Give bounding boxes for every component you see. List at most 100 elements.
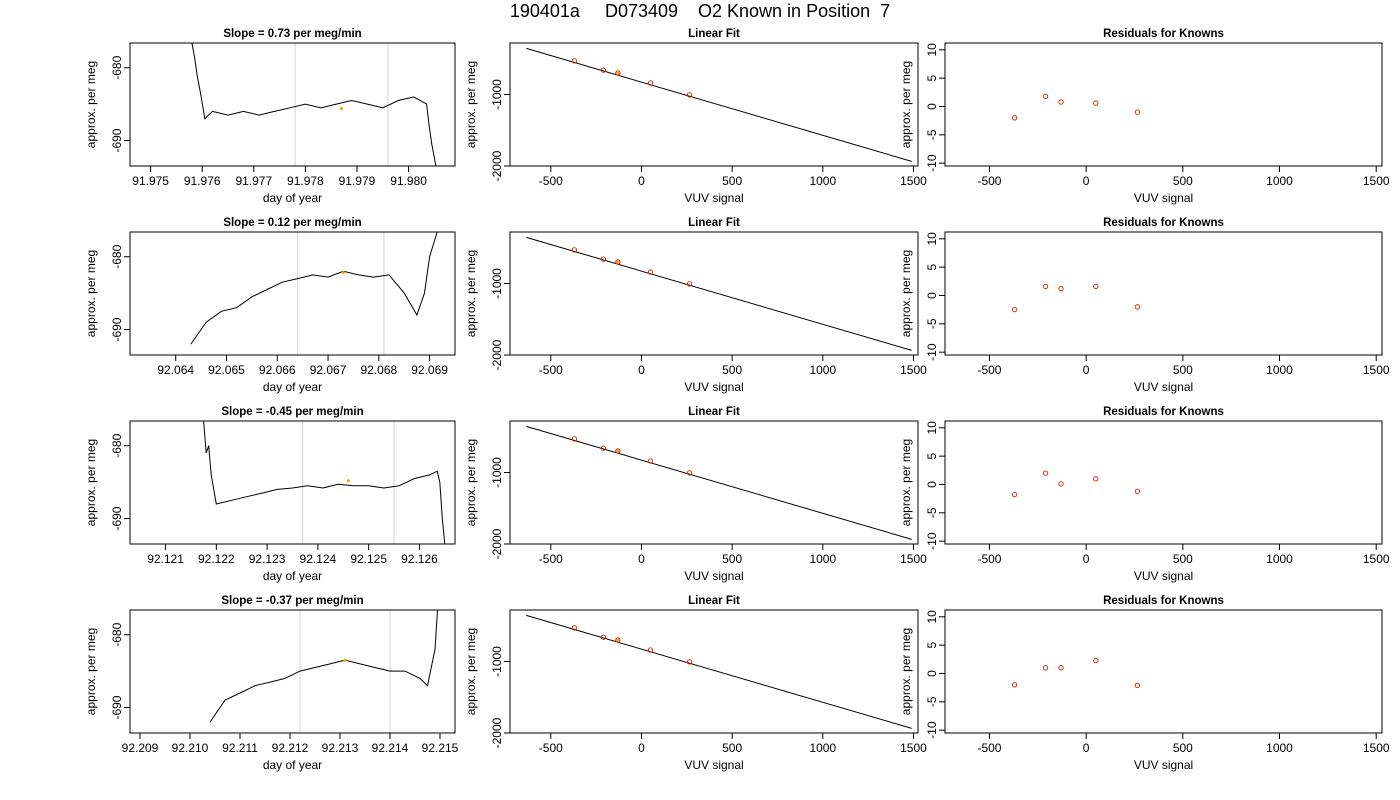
x-tick-label: 0 <box>1083 174 1090 188</box>
y-tick-label: 5 <box>925 263 939 270</box>
chart-panel-10: Residuals for Knowns -500 0 500 1000 1500 -10 -… <box>899 217 1390 394</box>
y-tick-label: -690 <box>110 317 124 341</box>
data-point <box>1043 666 1047 670</box>
plot-frame <box>945 421 1382 544</box>
x-tick-label: 92.213 <box>322 741 359 755</box>
chart-title: Residuals for Knowns <box>1103 28 1224 40</box>
x-tick-label: 0 <box>638 741 645 755</box>
y-tick-label: -680 <box>110 433 124 457</box>
chart-panel-2: Slope = 0.12 per meg/min 92.064 92.065 92.0… <box>84 217 455 394</box>
x-tick-label: 91.980 <box>390 174 427 188</box>
x-axis-label: day of year <box>263 758 322 772</box>
x-tick-label: 92.212 <box>272 741 309 755</box>
y-tick-label: 10 <box>925 43 939 57</box>
x-axis-label: VUV signal <box>1134 758 1193 772</box>
highlight-point <box>616 639 619 642</box>
x-tick-label: 92.211 <box>222 741 258 755</box>
y-tick-label: -5 <box>925 318 939 329</box>
data-point <box>1012 683 1016 687</box>
x-axis-label: VUV signal <box>684 191 743 205</box>
x-tick-label: 1000 <box>1266 174 1293 188</box>
y-tick-label: -680 <box>110 55 124 79</box>
y-tick-label: -690 <box>110 506 124 530</box>
y-tick-label: -10 <box>925 154 939 172</box>
data-point <box>1135 683 1139 687</box>
plot-frame <box>130 232 455 355</box>
y-tick-label: -10 <box>925 721 939 739</box>
chart-panel-8: Linear Fit -500 0 500 1000 1500 -2000 -1000 VUV … <box>464 595 927 772</box>
x-tick-label: 1500 <box>900 363 927 377</box>
y-tick-label: 10 <box>925 610 939 624</box>
x-tick-label: 91.979 <box>339 174 376 188</box>
x-tick-label: -500 <box>539 552 563 566</box>
x-tick-label: 1000 <box>1266 552 1293 566</box>
data-point <box>1094 477 1098 481</box>
fit-line <box>526 237 911 350</box>
y-axis-label: approx. per meg <box>84 439 98 526</box>
x-tick-label: 92.067 <box>310 363 347 377</box>
chart-panel-12: Residuals for Knowns-500 0 500 1000 1500-10-… <box>899 595 1390 772</box>
x-axis-label: VUV signal <box>1134 380 1193 394</box>
data-point <box>1059 482 1063 486</box>
y-axis-label: approx. per meg <box>464 61 478 148</box>
highlight-point <box>343 659 346 662</box>
data-point <box>1135 110 1139 114</box>
data-point <box>1094 284 1098 288</box>
plot-area <box>1012 284 1139 312</box>
y-tick-label: 5 <box>925 74 939 81</box>
chart-title: Residuals for Knowns <box>1103 595 1224 607</box>
x-tick-label: 92.069 <box>411 363 448 377</box>
data-point <box>1059 666 1063 670</box>
chart-title: Slope = -0.37 per meg/min <box>221 595 363 607</box>
x-axis-label: VUV signal <box>684 758 743 772</box>
plot-frame <box>130 43 455 166</box>
highlight-point <box>616 72 619 75</box>
figure: Slope = 0.73 per meg/min91.975 91.976 91.9… <box>0 0 1400 800</box>
x-axis-label: VUV signal <box>1134 191 1193 205</box>
plot-area <box>192 43 436 166</box>
x-tick-label: 92.215 <box>422 741 459 755</box>
x-tick-label: 500 <box>1173 741 1193 755</box>
chart-title: Linear Fit <box>688 28 740 40</box>
highlight-point <box>340 107 343 110</box>
fit-line <box>526 615 911 728</box>
chart-title: Linear Fit <box>688 217 740 229</box>
plot-frame <box>945 43 1382 166</box>
y-axis-label: approx. per meg <box>899 628 913 715</box>
x-tick-label: 0 <box>638 552 645 566</box>
x-tick-label: 0 <box>638 174 645 188</box>
plot-area <box>1012 658 1139 687</box>
x-tick-label: -500 <box>977 363 1001 377</box>
series-line <box>204 421 445 544</box>
x-tick-label: 500 <box>722 363 742 377</box>
x-tick-label: 0 <box>1083 552 1090 566</box>
x-tick-label: -500 <box>977 741 1001 755</box>
x-tick-label: 500 <box>1173 552 1193 566</box>
x-tick-label: 1500 <box>1363 363 1390 377</box>
chart-panel-5: Linear Fit-500 0 500 1000 1500-2000-1000VUV … <box>464 28 927 205</box>
x-tick-label: 1500 <box>900 552 927 566</box>
y-tick-label: 10 <box>925 421 939 435</box>
series-line <box>192 43 436 166</box>
highlight-point <box>342 271 345 274</box>
x-tick-label: 0 <box>1083 363 1090 377</box>
data-point <box>1135 305 1139 309</box>
x-tick-label: 92.125 <box>350 552 387 566</box>
y-tick-label: -10 <box>925 343 939 361</box>
x-tick-label: 1500 <box>1363 552 1390 566</box>
plot-frame <box>945 232 1382 355</box>
y-tick-label: -2000 <box>490 717 504 748</box>
fit-line <box>526 426 911 539</box>
data-point <box>1043 94 1047 98</box>
y-axis-label: approx. per meg <box>464 439 478 526</box>
x-axis-label: VUV signal <box>1134 569 1193 583</box>
data-point <box>1012 492 1016 496</box>
series-line <box>191 232 437 344</box>
chart-title: Linear Fit <box>688 406 740 418</box>
x-tick-label: 91.975 <box>132 174 169 188</box>
data-point <box>1094 101 1098 105</box>
x-tick-label: -500 <box>539 741 563 755</box>
y-tick-label: -680 <box>110 244 124 268</box>
plot-area <box>526 426 911 539</box>
x-tick-label: 500 <box>722 174 742 188</box>
